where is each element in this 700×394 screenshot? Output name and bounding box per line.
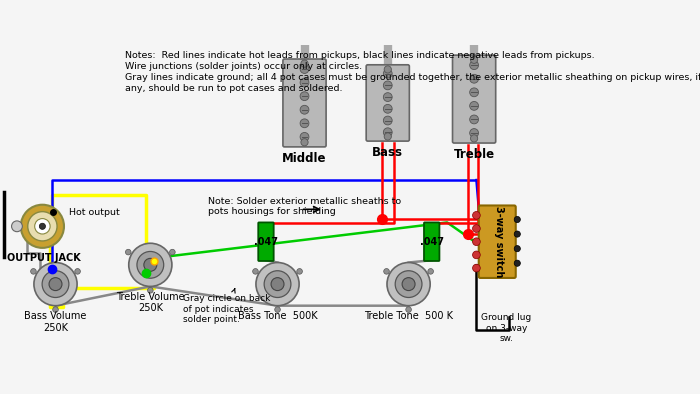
Circle shape [473,264,480,272]
Text: Note: Solder exterior metallic sheaths to
pots housings for shielding: Note: Solder exterior metallic sheaths t… [208,197,401,216]
Circle shape [384,116,392,125]
Circle shape [514,260,520,266]
Circle shape [384,81,392,90]
Text: 3-way switch: 3-way switch [494,206,504,277]
Circle shape [21,205,64,248]
Circle shape [35,219,50,234]
Circle shape [473,251,480,259]
Circle shape [384,104,392,113]
Circle shape [39,223,46,229]
Text: OUTPUT JACK: OUTPUT JACK [7,253,80,263]
Text: Gray circle on back
of pot indicates
solder point.: Gray circle on back of pot indicates sol… [183,289,271,324]
Circle shape [470,115,479,124]
Text: .047: .047 [420,237,444,247]
Circle shape [384,93,392,102]
Circle shape [148,288,153,293]
Circle shape [264,271,291,297]
Circle shape [473,225,480,232]
Circle shape [300,92,309,100]
Text: Ground lug
on 3-way
sw.: Ground lug on 3-way sw. [482,313,531,343]
Text: Bass: Bass [372,146,403,159]
Text: Treble Volume
250K: Treble Volume 250K [116,292,185,313]
Circle shape [402,278,415,291]
Circle shape [300,65,309,73]
Text: Notes:  Red lines indicate hot leads from pickups, black lines indicate negative: Notes: Red lines indicate hot leads from… [125,51,594,60]
FancyBboxPatch shape [366,65,410,141]
Text: any, should be run to pot cases and soldered.: any, should be run to pot cases and sold… [125,84,342,93]
Circle shape [297,269,302,274]
Circle shape [470,56,477,63]
Circle shape [428,269,433,274]
Circle shape [514,216,520,223]
Circle shape [300,132,309,141]
Circle shape [384,69,392,78]
Circle shape [514,245,520,252]
Circle shape [395,271,422,297]
Circle shape [137,251,164,278]
FancyBboxPatch shape [479,206,516,278]
FancyBboxPatch shape [424,223,440,261]
Circle shape [384,269,389,274]
Circle shape [34,262,77,306]
Circle shape [274,307,280,312]
Circle shape [470,74,479,83]
Circle shape [301,60,308,67]
FancyBboxPatch shape [258,223,274,261]
Circle shape [256,262,299,306]
Circle shape [384,128,392,137]
Circle shape [300,78,309,87]
Circle shape [271,278,284,291]
Circle shape [470,88,479,97]
Circle shape [125,249,131,255]
Circle shape [384,133,391,140]
Text: Treble: Treble [454,148,495,161]
Circle shape [129,243,172,286]
Text: Gray lines indicate ground; all 4 pot cases must be grounded together, the exter: Gray lines indicate ground; all 4 pot ca… [125,73,700,82]
Circle shape [470,61,479,70]
Circle shape [300,119,309,128]
Circle shape [470,128,479,138]
Circle shape [473,212,480,219]
Text: Middle: Middle [282,152,327,165]
Circle shape [75,269,80,274]
Circle shape [473,238,480,245]
Circle shape [387,262,430,306]
Circle shape [52,307,58,312]
Circle shape [31,269,36,274]
Circle shape [384,66,391,73]
Text: Treble Tone  500 K: Treble Tone 500 K [364,311,453,321]
FancyBboxPatch shape [283,59,326,147]
Text: .047: .047 [254,237,278,247]
Text: Hot output: Hot output [69,208,120,217]
Circle shape [49,278,62,291]
Circle shape [406,307,412,312]
Circle shape [300,105,309,114]
Circle shape [301,139,308,146]
Circle shape [514,231,520,237]
Circle shape [42,271,69,297]
Circle shape [169,249,175,255]
Circle shape [144,258,157,271]
Circle shape [470,135,477,142]
Circle shape [28,212,57,241]
Circle shape [12,221,22,232]
Text: Wire junctions (solder joints) occur only at circles.: Wire junctions (solder joints) occur onl… [125,62,362,71]
Circle shape [470,102,479,110]
Circle shape [253,269,258,274]
FancyBboxPatch shape [452,55,496,143]
Text: Bass Volume
250K: Bass Volume 250K [25,311,87,333]
Text: Bass Tone  500K: Bass Tone 500K [238,311,317,321]
